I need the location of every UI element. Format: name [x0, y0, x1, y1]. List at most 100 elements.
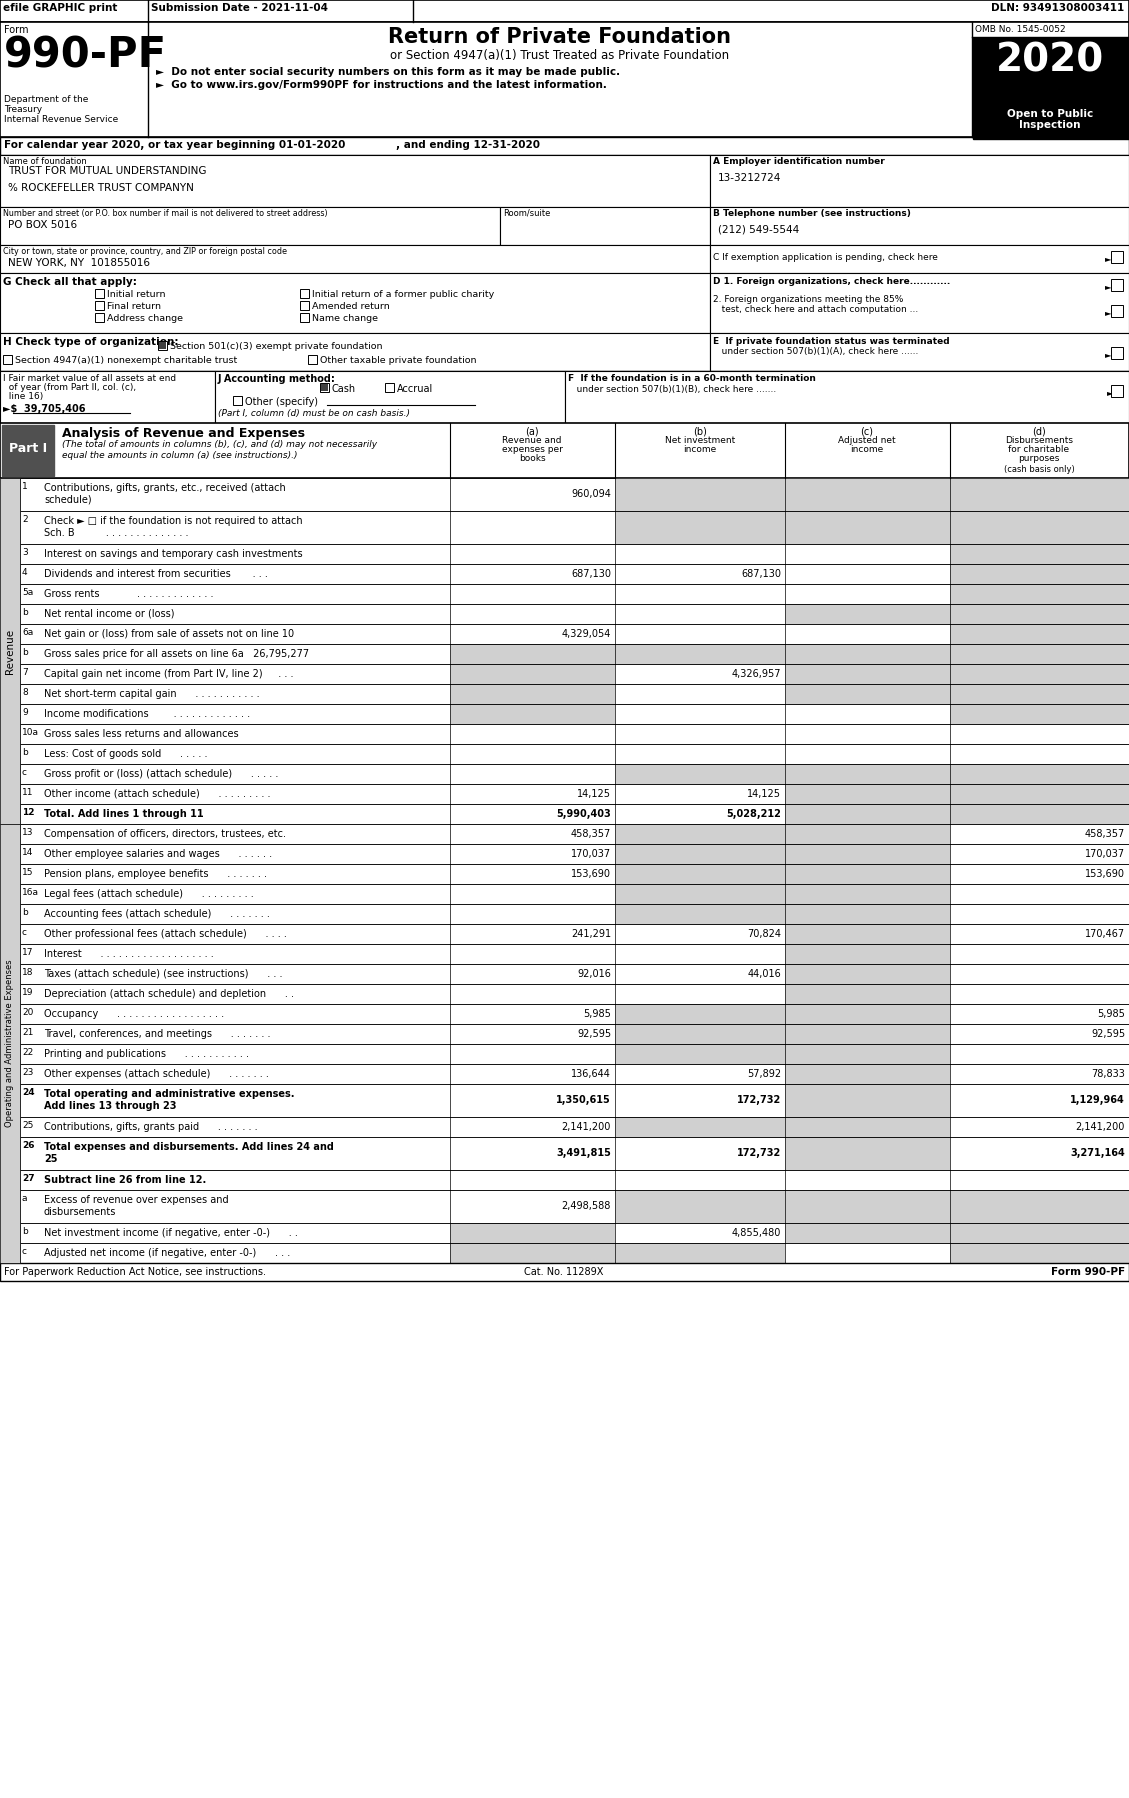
Text: (b): (b): [693, 426, 707, 437]
Bar: [385, 383, 394, 392]
Bar: [710, 155, 1129, 207]
Bar: [20, 964, 1129, 984]
Text: Internal Revenue Service: Internal Revenue Service: [5, 115, 119, 124]
Text: 5a: 5a: [21, 588, 33, 597]
Text: Adjusted net income (if negative, enter -0-)      . . .: Adjusted net income (if negative, enter …: [44, 1248, 290, 1259]
Text: ►$  39,705,406: ►$ 39,705,406: [3, 405, 86, 414]
Bar: [949, 624, 1129, 644]
Text: ►: ►: [1105, 351, 1111, 360]
Text: c: c: [21, 1248, 27, 1257]
Text: 14: 14: [21, 849, 34, 858]
Text: 2,141,200: 2,141,200: [561, 1122, 611, 1133]
Text: schedule): schedule): [44, 494, 91, 505]
Bar: [949, 1190, 1129, 1223]
Text: 172,732: 172,732: [737, 1095, 781, 1106]
Text: 3,491,815: 3,491,815: [557, 1147, 611, 1158]
Bar: [949, 705, 1129, 725]
Text: Income modifications        . . . . . . . . . . . . .: Income modifications . . . . . . . . . .…: [44, 708, 251, 719]
Bar: [450, 1242, 615, 1262]
Text: Other expenses (attach schedule)      . . . . . . .: Other expenses (attach schedule) . . . .…: [44, 1070, 269, 1079]
Text: E  If private foundation status was terminated: E If private foundation status was termi…: [714, 336, 949, 345]
Bar: [20, 744, 1129, 764]
Text: Department of the: Department of the: [5, 95, 88, 104]
Bar: [20, 565, 1129, 584]
Text: (Part I, column (d) must be on cash basis.): (Part I, column (d) must be on cash basi…: [218, 408, 410, 417]
Bar: [615, 823, 785, 843]
Text: 4,329,054: 4,329,054: [561, 629, 611, 638]
Text: 70,824: 70,824: [747, 930, 781, 939]
Text: a: a: [21, 1194, 27, 1203]
Text: 1,350,615: 1,350,615: [557, 1095, 611, 1106]
Bar: [95, 289, 104, 298]
Text: b: b: [21, 908, 28, 917]
Text: Room/suite: Room/suite: [504, 209, 550, 218]
Text: under section 507(b)(1)(B), check here .......: under section 507(b)(1)(B), check here .…: [568, 385, 777, 394]
Bar: [615, 1190, 785, 1223]
Text: 1,129,964: 1,129,964: [1070, 1095, 1124, 1106]
Bar: [615, 885, 785, 904]
Text: % ROCKEFELLER TRUST COMPANYN: % ROCKEFELLER TRUST COMPANYN: [8, 183, 194, 192]
Text: 92,595: 92,595: [1091, 1028, 1124, 1039]
Text: D 1. Foreign organizations, check here............: D 1. Foreign organizations, check here..…: [714, 277, 951, 286]
Text: 15: 15: [21, 868, 34, 877]
Bar: [1111, 347, 1123, 360]
Bar: [20, 604, 1129, 624]
Text: Submission Date - 2021-11-04: Submission Date - 2021-11-04: [151, 4, 329, 13]
Text: Accounting fees (attach schedule)      . . . . . . .: Accounting fees (attach schedule) . . . …: [44, 910, 270, 919]
Text: purposes: purposes: [1018, 455, 1060, 464]
Text: equal the amounts in column (a) (see instructions).): equal the amounts in column (a) (see ins…: [62, 451, 298, 460]
Text: of year (from Part II, col. (c),: of year (from Part II, col. (c),: [3, 383, 137, 392]
Text: (cash basis only): (cash basis only): [1004, 466, 1075, 475]
Text: B Telephone number (see instructions): B Telephone number (see instructions): [714, 209, 911, 218]
Bar: [300, 289, 309, 298]
Text: 10a: 10a: [21, 728, 40, 737]
Bar: [0, 333, 710, 370]
Text: 687,130: 687,130: [741, 568, 781, 579]
Text: for charitable: for charitable: [1008, 444, 1069, 455]
Text: Section 501(c)(3) exempt private foundation: Section 501(c)(3) exempt private foundat…: [170, 342, 383, 351]
Bar: [500, 207, 710, 245]
Text: Dividends and interest from securities       . . .: Dividends and interest from securities .…: [44, 568, 268, 579]
Text: 458,357: 458,357: [1085, 829, 1124, 840]
Text: 92,595: 92,595: [577, 1028, 611, 1039]
Bar: [0, 137, 1129, 155]
Text: 24: 24: [21, 1088, 35, 1097]
Bar: [615, 478, 785, 511]
Bar: [20, 1190, 1129, 1223]
Text: Printing and publications      . . . . . . . . . . .: Printing and publications . . . . . . . …: [44, 1048, 250, 1059]
Bar: [20, 1045, 1129, 1064]
Text: Contributions, gifts, grants paid      . . . . . . .: Contributions, gifts, grants paid . . . …: [44, 1122, 257, 1133]
Text: Analysis of Revenue and Expenses: Analysis of Revenue and Expenses: [62, 426, 305, 441]
Text: c: c: [21, 768, 27, 777]
Text: 458,357: 458,357: [571, 829, 611, 840]
Text: City or town, state or province, country, and ZIP or foreign postal code: City or town, state or province, country…: [3, 246, 287, 255]
Text: 92,016: 92,016: [577, 969, 611, 978]
Text: 990-PF: 990-PF: [5, 34, 167, 77]
Bar: [20, 764, 1129, 784]
Text: Subtract line 26 from line 12.: Subtract line 26 from line 12.: [44, 1176, 207, 1185]
Bar: [450, 683, 615, 705]
Text: Gross profit or (loss) (attach schedule)      . . . . .: Gross profit or (loss) (attach schedule)…: [44, 770, 279, 779]
Text: 136,644: 136,644: [571, 1070, 611, 1079]
Bar: [1111, 279, 1123, 291]
Bar: [20, 823, 1129, 843]
Bar: [785, 764, 949, 784]
Text: Interest      . . . . . . . . . . . . . . . . . . .: Interest . . . . . . . . . . . . . . . .…: [44, 949, 213, 958]
Bar: [949, 545, 1129, 565]
Bar: [20, 584, 1129, 604]
Text: 14,125: 14,125: [577, 789, 611, 798]
Text: PO BOX 5016: PO BOX 5016: [8, 219, 77, 230]
Bar: [20, 904, 1129, 924]
Bar: [785, 904, 949, 924]
Bar: [710, 333, 1129, 370]
Text: Gross sales price for all assets on line 6a   26,795,277: Gross sales price for all assets on line…: [44, 649, 309, 660]
Bar: [20, 683, 1129, 705]
Text: 2: 2: [21, 514, 27, 523]
Text: Initial return of a former public charity: Initial return of a former public charit…: [312, 289, 495, 298]
Bar: [20, 663, 1129, 683]
Text: 2. Foreign organizations meeting the 85%: 2. Foreign organizations meeting the 85%: [714, 295, 903, 304]
Text: efile GRAPHIC print: efile GRAPHIC print: [3, 4, 117, 13]
Bar: [949, 764, 1129, 784]
Text: 27: 27: [21, 1174, 35, 1183]
Text: (a): (a): [525, 426, 539, 437]
